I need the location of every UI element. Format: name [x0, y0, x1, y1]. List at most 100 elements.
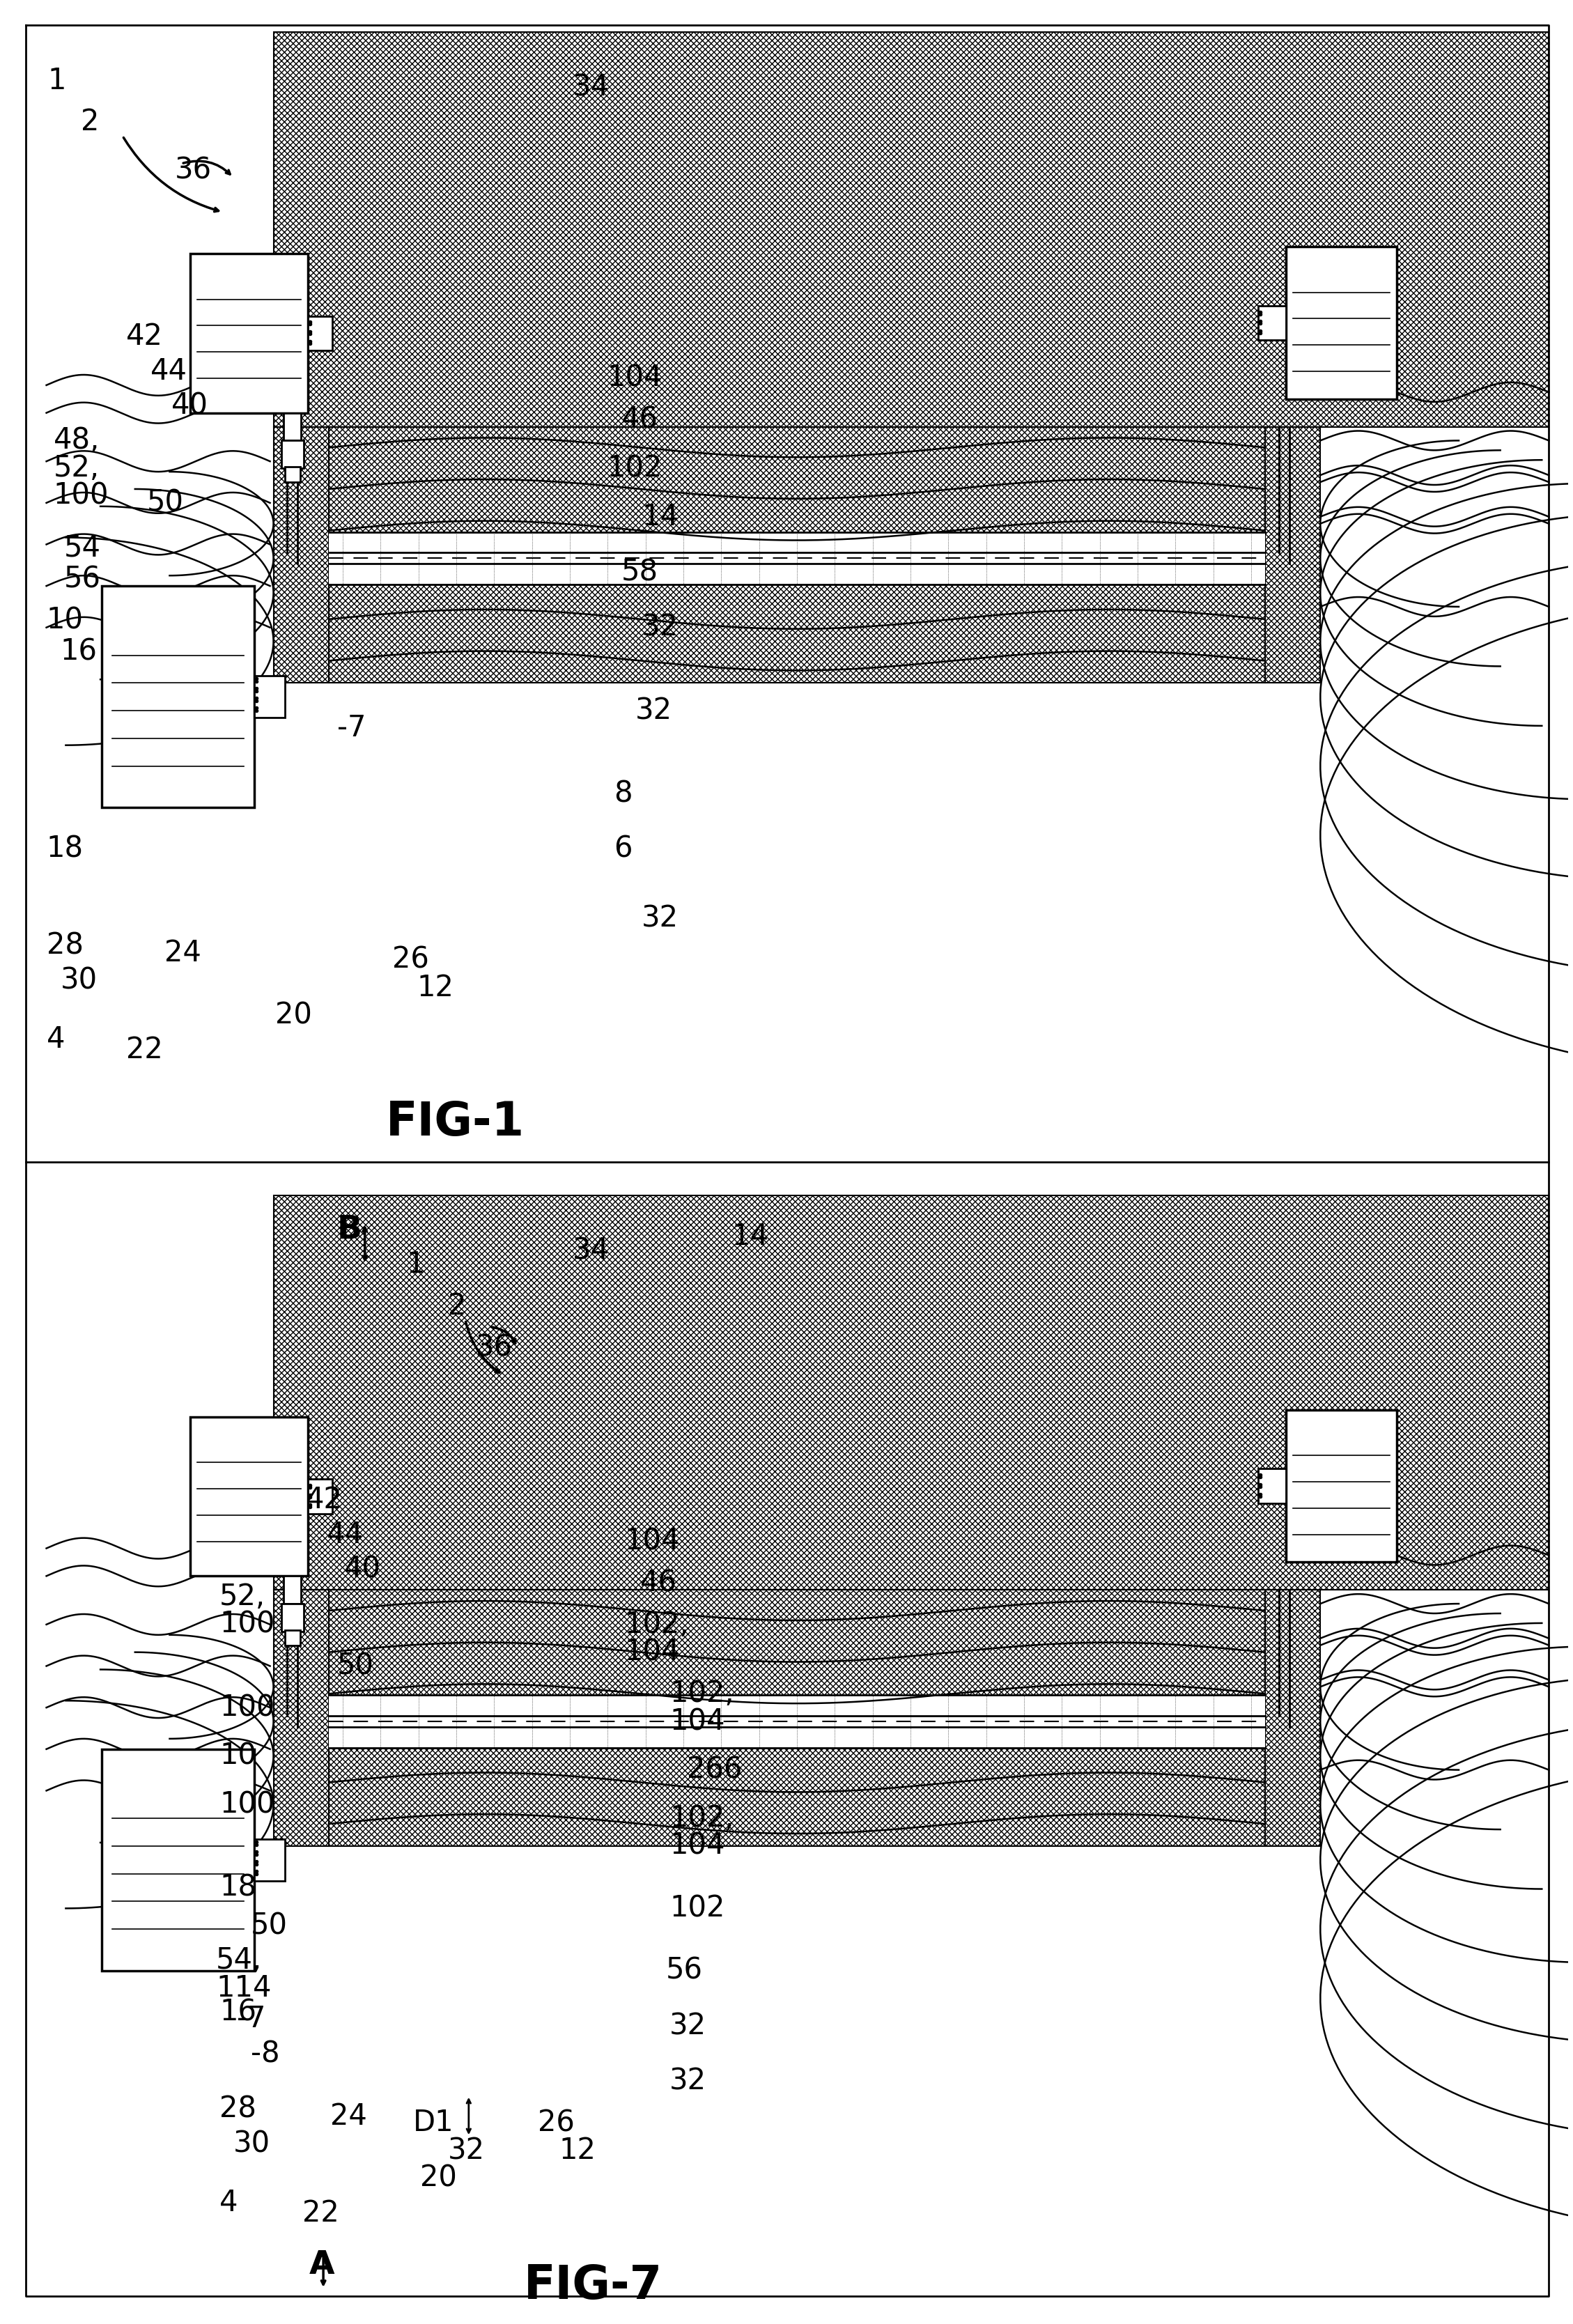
Text: 20: 20 — [275, 1002, 311, 1030]
Text: 104: 104 — [670, 1706, 725, 1736]
Text: 30: 30 — [60, 967, 98, 995]
Bar — [274, 33, 1549, 428]
Text: 58: 58 — [621, 558, 658, 586]
Text: 34: 34 — [573, 1236, 610, 1264]
Bar — [329, 1694, 1265, 1748]
Text: 1: 1 — [47, 65, 66, 95]
Text: 104: 104 — [607, 363, 662, 393]
Text: 24: 24 — [330, 2101, 367, 2131]
Bar — [190, 253, 308, 414]
Text: 26: 26 — [538, 2108, 574, 2138]
Text: 32: 32 — [448, 2136, 484, 2166]
Text: 32: 32 — [635, 695, 672, 725]
Text: 54: 54 — [63, 532, 101, 562]
Text: 56: 56 — [63, 565, 101, 593]
Text: 12: 12 — [558, 2136, 596, 2166]
Text: -7: -7 — [238, 2006, 266, 2034]
Bar — [1265, 428, 1320, 683]
Text: 10: 10 — [220, 1741, 256, 1771]
Text: 48,: 48, — [53, 425, 99, 456]
Text: 44: 44 — [151, 356, 187, 386]
Text: 44: 44 — [327, 1520, 363, 1550]
Text: 100: 100 — [220, 1611, 275, 1638]
Text: 102,: 102, — [670, 1680, 735, 1708]
Bar — [190, 1418, 308, 1576]
Text: 12: 12 — [417, 974, 453, 1002]
Bar — [282, 1604, 304, 1631]
Text: 18: 18 — [220, 1873, 256, 1903]
Text: 266: 266 — [687, 1755, 742, 1785]
Text: 104: 104 — [670, 1831, 725, 1862]
Text: 6: 6 — [613, 834, 632, 865]
Text: 14: 14 — [642, 502, 678, 532]
Text: B: B — [337, 1213, 362, 1246]
Bar — [1285, 246, 1397, 400]
Text: 42: 42 — [307, 1485, 343, 1515]
Bar — [285, 1629, 300, 1645]
Bar — [285, 467, 300, 481]
Text: 20: 20 — [420, 2164, 458, 2194]
Text: 16: 16 — [60, 637, 98, 667]
Text: 102: 102 — [607, 453, 662, 483]
Text: 32: 32 — [670, 2013, 706, 2040]
Text: 32: 32 — [670, 2066, 706, 2096]
Bar — [102, 1750, 255, 1971]
Text: A: A — [310, 2250, 335, 2280]
Text: 42: 42 — [126, 323, 164, 351]
Bar — [102, 586, 255, 806]
Text: 100: 100 — [220, 1789, 275, 1820]
Bar — [274, 1195, 1549, 1590]
Text: 52,: 52, — [53, 453, 99, 483]
Text: 28: 28 — [220, 2094, 256, 2124]
Text: 114: 114 — [216, 1973, 272, 2003]
Text: 32: 32 — [642, 904, 678, 932]
Text: D1: D1 — [414, 2108, 455, 2138]
Text: FIG-7: FIG-7 — [524, 2264, 662, 2308]
Bar — [255, 676, 285, 718]
Text: 24: 24 — [164, 939, 201, 967]
Text: 54,: 54, — [216, 1945, 263, 1975]
Text: 8: 8 — [613, 779, 632, 809]
Text: 22: 22 — [126, 1034, 162, 1064]
Text: 36: 36 — [175, 156, 211, 186]
Text: 104: 104 — [624, 1527, 680, 1557]
Bar — [1258, 304, 1285, 339]
Text: 50: 50 — [250, 1910, 288, 1941]
Text: 102,: 102, — [670, 1803, 735, 1834]
Bar — [329, 428, 1265, 683]
Bar — [1258, 1469, 1285, 1504]
Text: 28: 28 — [46, 932, 83, 960]
Text: 46: 46 — [640, 1569, 678, 1597]
Text: 4: 4 — [220, 2187, 238, 2217]
Text: 102,: 102, — [624, 1611, 689, 1638]
Bar — [255, 1838, 285, 1880]
Text: 16: 16 — [220, 1999, 256, 2027]
Text: -7: -7 — [337, 713, 367, 744]
Text: 30: 30 — [233, 2129, 271, 2159]
Text: 104: 104 — [624, 1638, 680, 1666]
Text: 40: 40 — [171, 390, 208, 421]
Text: 50: 50 — [146, 488, 184, 518]
Bar — [1285, 1411, 1397, 1562]
Text: 56: 56 — [665, 1957, 703, 1985]
Text: 2: 2 — [80, 107, 99, 137]
Bar — [283, 414, 300, 442]
Text: 100: 100 — [53, 481, 109, 511]
Text: 34: 34 — [573, 72, 610, 102]
Bar — [329, 532, 1265, 586]
Text: 100: 100 — [220, 1692, 275, 1722]
Text: 26: 26 — [393, 946, 429, 974]
Bar — [274, 428, 329, 683]
Text: 1: 1 — [406, 1250, 425, 1278]
Text: 102: 102 — [670, 1894, 725, 1922]
Bar — [1265, 1590, 1320, 1845]
Text: -8: -8 — [250, 2038, 280, 2068]
Text: 10: 10 — [46, 607, 83, 634]
Text: 4: 4 — [46, 1025, 64, 1055]
Text: 36: 36 — [475, 1334, 513, 1362]
Bar — [329, 1590, 1265, 1845]
Text: 2: 2 — [448, 1292, 466, 1320]
Text: 40: 40 — [344, 1555, 381, 1583]
Bar — [283, 1576, 300, 1604]
Bar — [282, 442, 304, 467]
